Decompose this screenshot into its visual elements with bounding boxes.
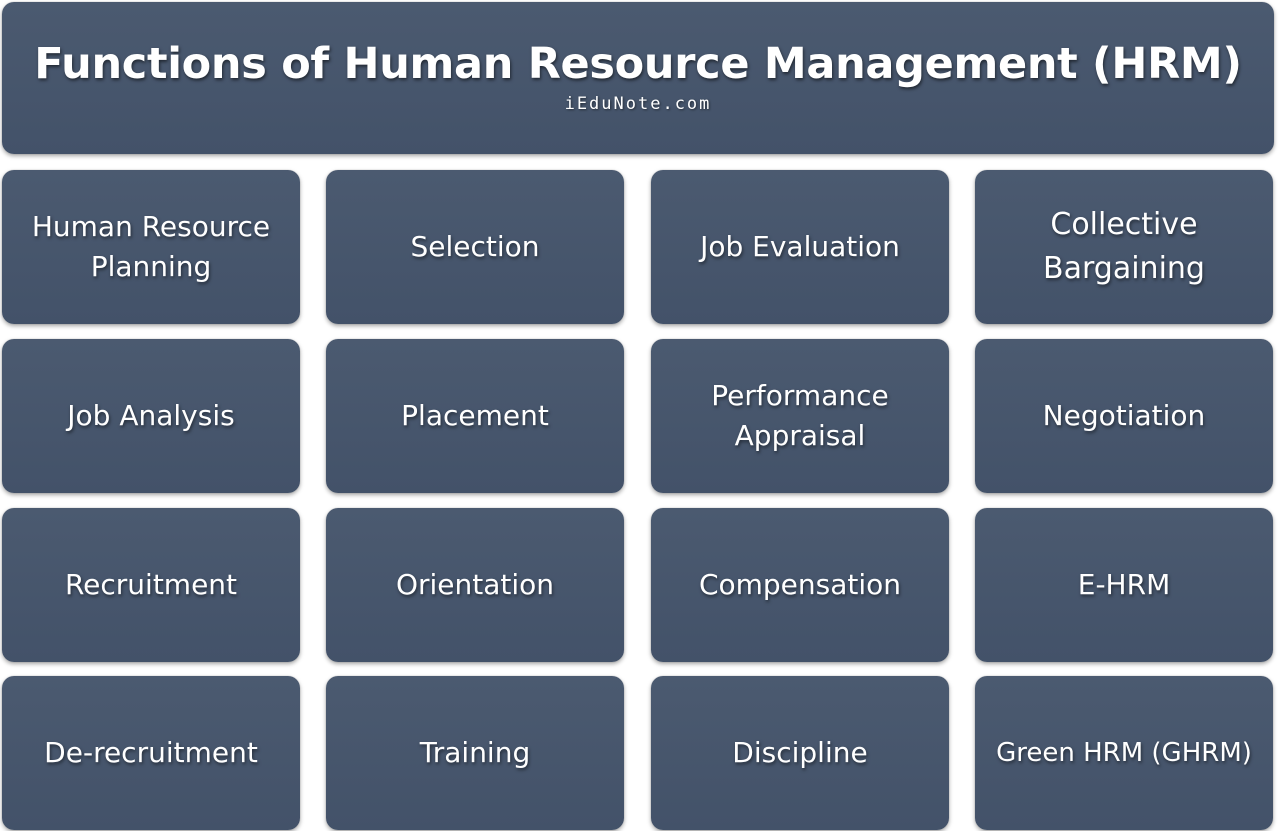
function-box-training: Training xyxy=(326,676,624,830)
function-label: Discipline xyxy=(732,736,868,769)
function-box-negotiation: Negotiation xyxy=(975,339,1273,493)
header-banner: Functions of Human Resource Management (… xyxy=(2,2,1274,154)
function-box-human-resource-planning: Human Resource Planning xyxy=(2,170,300,324)
function-box-green-hrm: Green HRM (GHRM) xyxy=(975,676,1273,830)
function-box-orientation: Orientation xyxy=(326,508,624,662)
function-label: Placement xyxy=(401,399,549,432)
function-label: E-HRM xyxy=(1077,568,1171,601)
function-label: Negotiation xyxy=(1042,399,1206,432)
function-box-compensation: Compensation xyxy=(651,508,949,662)
function-label: Performance Appraisal xyxy=(711,379,889,452)
function-box-performance-appraisal: Performance Appraisal xyxy=(651,339,949,493)
function-box-job-analysis: Job Analysis xyxy=(2,339,300,493)
function-label: Training xyxy=(419,736,531,769)
function-box-selection: Selection xyxy=(326,170,624,324)
function-label: Recruitment xyxy=(64,568,238,601)
function-label: Selection xyxy=(410,230,540,263)
function-box-placement: Placement xyxy=(326,339,624,493)
function-label: Green HRM (GHRM) xyxy=(996,738,1252,768)
function-label: Job Evaluation xyxy=(700,230,900,263)
source-credit: iEduNote.com xyxy=(564,94,712,114)
function-label: Human Resource Planning xyxy=(31,210,271,283)
function-box-job-evaluation: Job Evaluation xyxy=(651,170,949,324)
function-label: Compensation xyxy=(698,568,902,601)
function-label: Collective Bargaining xyxy=(1043,207,1205,286)
function-box-recruitment: Recruitment xyxy=(2,508,300,662)
page-title: Functions of Human Resource Management (… xyxy=(34,39,1242,89)
function-box-e-hrm: E-HRM xyxy=(975,508,1273,662)
function-label: Orientation xyxy=(395,568,555,601)
function-label: De-recruitment xyxy=(44,736,258,769)
function-box-discipline: Discipline xyxy=(651,676,949,830)
function-box-de-recruitment: De-recruitment xyxy=(2,676,300,830)
function-box-collective-bargaining: Collective Bargaining xyxy=(975,170,1273,324)
function-label: Job Analysis xyxy=(67,399,235,432)
